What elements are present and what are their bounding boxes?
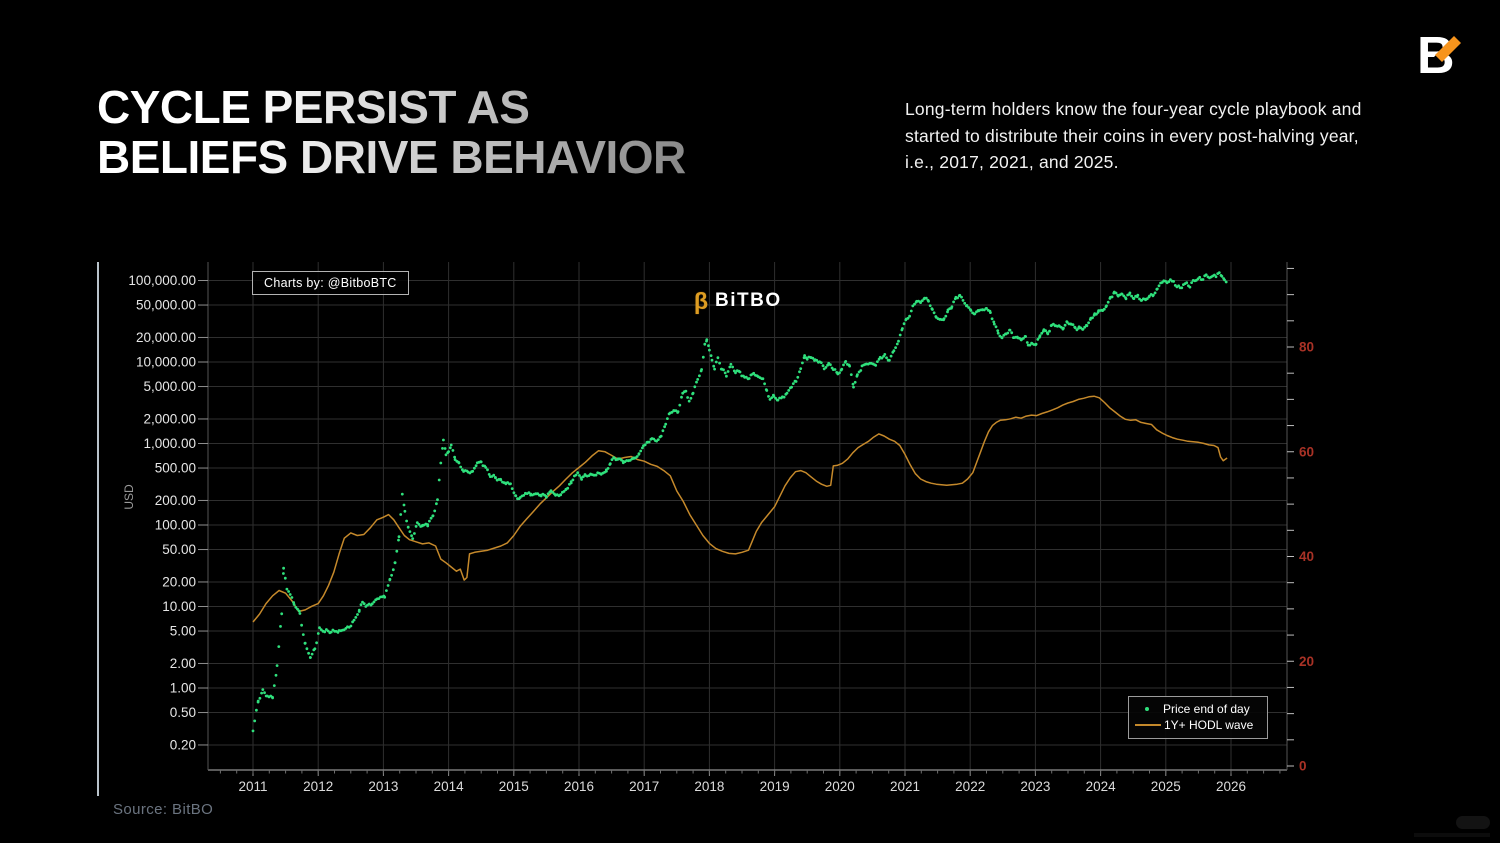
svg-text:100,000.00: 100,000.00 xyxy=(128,273,196,288)
legend-item-price[interactable]: Price end of day xyxy=(1137,701,1259,717)
svg-text:20,000.00: 20,000.00 xyxy=(136,330,196,345)
svg-text:80: 80 xyxy=(1299,340,1314,355)
svg-text:2012: 2012 xyxy=(303,779,333,794)
chart-credit-label: Charts by: @BitboBTC xyxy=(264,276,397,290)
svg-text:2.00: 2.00 xyxy=(170,656,196,671)
svg-text:40: 40 xyxy=(1299,549,1314,564)
chart-watermark-logo: β BiTBO xyxy=(694,288,782,314)
svg-text:500.00: 500.00 xyxy=(155,461,196,476)
svg-text:0: 0 xyxy=(1299,759,1307,774)
svg-text:5.00: 5.00 xyxy=(170,624,196,639)
svg-text:2021: 2021 xyxy=(890,779,920,794)
svg-text:20: 20 xyxy=(1299,654,1314,669)
svg-text:200.00: 200.00 xyxy=(155,493,196,508)
svg-text:USD: USD xyxy=(122,484,136,510)
legend-label-price: Price end of day xyxy=(1163,702,1250,716)
svg-text:0.20: 0.20 xyxy=(170,737,196,752)
chart-credit-badge: Charts by: @BitboBTC xyxy=(252,271,409,295)
svg-text:2014: 2014 xyxy=(434,779,465,794)
svg-text:20.00: 20.00 xyxy=(162,574,196,589)
svg-text:1,000.00: 1,000.00 xyxy=(143,436,196,451)
svg-text:2013: 2013 xyxy=(368,779,398,794)
svg-text:2015: 2015 xyxy=(499,779,529,794)
svg-text:2025: 2025 xyxy=(1151,779,1181,794)
svg-text:50,000.00: 50,000.00 xyxy=(136,298,196,313)
chart-legend: Price end of day 1Y+ HODL wave xyxy=(1128,696,1268,739)
legend-item-hodl[interactable]: 1Y+ HODL wave xyxy=(1135,717,1259,733)
svg-text:2019: 2019 xyxy=(760,779,790,794)
svg-text:5,000.00: 5,000.00 xyxy=(143,379,196,394)
svg-text:2026: 2026 xyxy=(1216,779,1246,794)
svg-text:2011: 2011 xyxy=(238,779,267,794)
legend-label-hodl: 1Y+ HODL wave xyxy=(1164,718,1254,732)
svg-text:2,000.00: 2,000.00 xyxy=(143,411,196,426)
svg-text:1.00: 1.00 xyxy=(170,681,196,696)
svg-text:0.50: 0.50 xyxy=(170,705,196,720)
svg-text:60: 60 xyxy=(1299,444,1314,459)
svg-text:2023: 2023 xyxy=(1020,779,1050,794)
left-accent-line xyxy=(97,262,99,796)
svg-text:50.00: 50.00 xyxy=(162,542,196,557)
svg-text:10,000.00: 10,000.00 xyxy=(136,355,196,370)
svg-text:2017: 2017 xyxy=(629,779,659,794)
legend-dot-marker-icon xyxy=(1145,707,1149,711)
bitbo-logo-icon: B xyxy=(1417,27,1461,85)
source-note: Source: BitBO xyxy=(113,801,214,818)
corner-watermark-text xyxy=(1414,833,1490,837)
bitbo-wordmark: BiTBO xyxy=(715,290,782,311)
svg-text:2020: 2020 xyxy=(825,779,855,794)
svg-text:2016: 2016 xyxy=(564,779,594,794)
logo-slash-icon xyxy=(1435,36,1461,62)
slide-description: Long-term holders know the four-year cyc… xyxy=(905,99,1362,172)
svg-text:10.00: 10.00 xyxy=(162,599,196,614)
bitbo-glyph-icon: β xyxy=(694,288,709,314)
bitbo-brand-logo: B xyxy=(1410,27,1464,85)
svg-text:2018: 2018 xyxy=(694,779,724,794)
corner-watermark-icon xyxy=(1456,816,1490,829)
legend-line-marker-icon xyxy=(1135,724,1161,726)
svg-text:100.00: 100.00 xyxy=(155,518,196,533)
svg-text:2022: 2022 xyxy=(955,779,985,794)
svg-text:2024: 2024 xyxy=(1086,779,1117,794)
